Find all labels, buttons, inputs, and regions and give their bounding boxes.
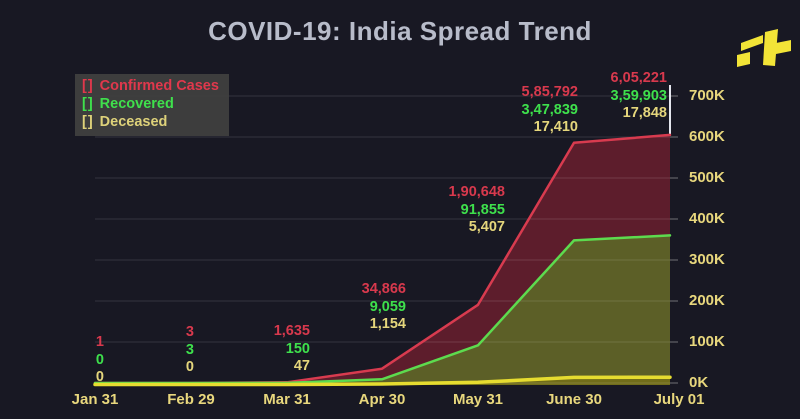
value-deceased: 0	[185, 359, 194, 375]
value-labels-may-31: 1,90,648 91,855 5,407	[375, 184, 505, 237]
value-labels-mar-31: 1,635 150 47	[180, 323, 310, 376]
value-labels-june-30: 5,85,792 3,47,839 17,410	[448, 84, 578, 137]
value-deceased: 5,407	[468, 219, 505, 235]
value-confirmed-cases: 3	[185, 324, 194, 340]
x-tick-feb-29: Feb 29	[167, 391, 215, 408]
value-confirmed-cases: 6,05,221	[610, 70, 667, 86]
y-tick-300K: 300K	[689, 251, 725, 268]
y-tick-700K: 700K	[689, 87, 725, 104]
x-tick-jan-31: Jan 31	[71, 391, 119, 408]
chart-legend: [] Confirmed Cases [] Recovered [] Deceased	[75, 74, 229, 136]
value-recovered: 91,855	[460, 201, 505, 218]
legend-item-deceased[interactable]: [] Deceased	[82, 113, 219, 131]
value-deceased: 17,410	[533, 119, 578, 135]
y-tick-400K: 400K	[689, 210, 725, 227]
value-recovered: 3	[185, 341, 194, 358]
value-confirmed-cases: 34,866	[361, 281, 406, 297]
value-recovered: 9,059	[369, 298, 406, 315]
value-deceased: 1,154	[369, 316, 406, 332]
legend-label-recovered: Recovered	[99, 96, 174, 112]
value-deceased: 17,848	[622, 105, 667, 121]
value-labels-apr-30: 34,866 9,059 1,154	[276, 281, 406, 334]
recovered-marker-icon: []	[82, 96, 94, 112]
x-tick-mar-31: Mar 31	[263, 391, 311, 408]
y-tick-500K: 500K	[689, 169, 725, 186]
legend-item-recovered[interactable]: [] Recovered	[82, 95, 219, 113]
value-deceased: 0	[95, 369, 104, 385]
x-tick-june-30: June 30	[546, 391, 602, 408]
value-confirmed-cases: 5,85,792	[521, 84, 578, 100]
x-tick-july-01: July 01	[653, 391, 705, 408]
indiatimes-logo	[737, 29, 791, 67]
legend-item-confirmed[interactable]: [] Confirmed Cases	[82, 77, 219, 95]
value-labels-july-01: 6,05,221 3,59,903 17,848	[537, 70, 667, 123]
y-tick-600K: 600K	[689, 128, 725, 145]
value-confirmed-cases: 1,635	[273, 323, 310, 339]
y-tick-0K: 0K	[689, 374, 709, 391]
value-confirmed-cases: 1,90,648	[448, 184, 505, 200]
y-tick-200K: 200K	[689, 292, 725, 309]
page-title: COVID-19: India Spread Trend	[208, 16, 592, 46]
confirmed-marker-icon: []	[82, 78, 94, 94]
x-tick-may-31: May 31	[452, 391, 504, 408]
legend-label-deceased: Deceased	[99, 114, 168, 130]
value-deceased: 47	[293, 358, 310, 374]
legend-label-confirmed: Confirmed Cases	[99, 78, 219, 94]
value-recovered: 0	[95, 351, 104, 368]
deceased-marker-icon: []	[82, 114, 94, 130]
value-recovered: 3,59,903	[610, 87, 667, 104]
value-recovered: 150	[285, 340, 310, 357]
value-confirmed-cases: 1	[95, 334, 104, 350]
x-tick-apr-30: Apr 30	[358, 391, 406, 408]
y-tick-100K: 100K	[689, 333, 725, 350]
value-recovered: 3,47,839	[521, 101, 578, 118]
